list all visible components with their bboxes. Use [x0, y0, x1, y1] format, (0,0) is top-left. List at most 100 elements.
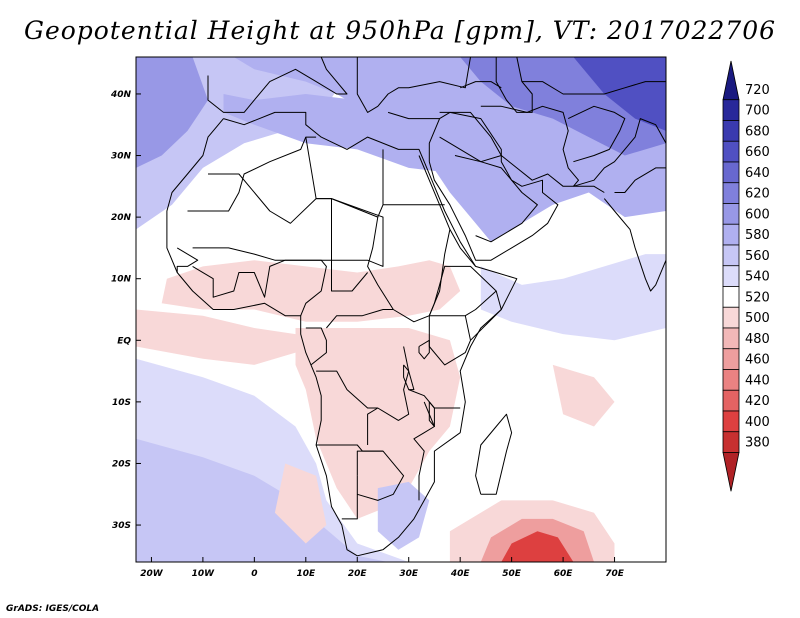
border-saudi [454, 155, 538, 243]
contour-gulf-guinea-trough [136, 309, 296, 365]
border-central-asia [521, 81, 666, 95]
border-pakistan [573, 118, 666, 187]
border-namibia-sa [341, 475, 358, 520]
border-west-africa-2 [176, 247, 199, 273]
contour-south-east-atlantic-trough [274, 463, 327, 544]
lake-tanganyika [403, 364, 415, 391]
contour-congo-trough [295, 328, 461, 519]
colorbar-swatch [722, 161, 740, 184]
colorbar-swatch [722, 203, 740, 225]
colorbar: 380 400 420 440 460 480 500 520 540 560 580 600 620 6… [722, 60, 770, 492]
lat-tick-label: 10S [112, 398, 131, 408]
turkey-south-coastline [387, 111, 440, 120]
colorbar-label: 400 [745, 415, 770, 430]
lon-tick-label: 20E [348, 569, 368, 579]
lon-tick-label: 0 [251, 569, 257, 579]
colorbar-label: 640 [745, 166, 770, 181]
colorbar-swatch [722, 348, 740, 370]
colorbar-label: 540 [745, 270, 770, 285]
border-sudan [367, 217, 451, 323]
lat-tick-label: 40N [110, 90, 132, 100]
lon-tick-label: 60E [554, 569, 574, 579]
colorbar-swatch [722, 140, 740, 163]
contour-north-atlantic-high [136, 57, 208, 168]
africa-coastline [166, 111, 518, 557]
colorbar-label: 680 [745, 124, 770, 139]
border-cameroon-gabon [305, 327, 327, 366]
colorbar-swatch [722, 182, 740, 204]
contour-south-africa-ridge [377, 481, 430, 550]
lat-tick-label: 10N [111, 275, 132, 285]
lon-tick-label: 50E [502, 569, 522, 579]
border-drc-east [367, 346, 410, 445]
lon-tick-label: 30E [399, 569, 419, 579]
colorbar-swatch [722, 452, 740, 492]
border-iran [480, 105, 579, 187]
colorbar-label: 520 [745, 290, 770, 305]
colorbar-swatch [722, 120, 740, 142]
contour-south-atlantic-high [136, 438, 389, 562]
border-ethiopia [428, 265, 497, 317]
colorbar-swatch [722, 369, 740, 391]
border-chad [331, 198, 368, 292]
contour-indian-ocean-low-core [501, 531, 574, 562]
colorbar-swatch [722, 286, 740, 308]
border-sahara-2 [187, 136, 317, 212]
arabia-coastline [428, 111, 559, 261]
colorbar-swatch [722, 244, 740, 267]
border-middle-east [439, 111, 502, 163]
madagascar-coastline [475, 413, 513, 495]
border-zambia-tanzania [408, 389, 461, 409]
border-india-east [614, 167, 666, 193]
colorbar-label: 460 [745, 353, 770, 368]
colorbar-label: 660 [745, 145, 770, 160]
colorbar-label: 580 [745, 228, 770, 243]
lon-tick-label: 40E [450, 569, 471, 579]
lat-tick-label: 30S [112, 521, 131, 531]
contour-himalaya-high [573, 57, 666, 131]
grads-credit: GrADS: IGES/COLA [6, 604, 100, 614]
border-central-africa [326, 309, 394, 329]
colorbar-label: 600 [745, 207, 770, 222]
colorbar-swatch [722, 431, 740, 453]
colorbar-label: 500 [745, 311, 770, 326]
lat-tick-label: EQ [117, 336, 131, 346]
colorbar-swatch [722, 265, 740, 287]
colorbar-label: 700 [745, 104, 770, 119]
lat-tick-label: 20N [111, 213, 132, 223]
border-west-africa-1 [192, 259, 327, 316]
lat-tick-label: 30N [111, 152, 132, 162]
colorbar-swatch [722, 389, 740, 412]
colorbar-swatch [722, 327, 740, 350]
colorbar-swatch [722, 306, 740, 329]
colorbar-label: 420 [745, 394, 770, 409]
contour-sahel-trough [161, 260, 461, 322]
red-sea-west-coastline [418, 155, 476, 267]
border-somalia [470, 290, 502, 341]
colorbar-label: 440 [745, 373, 770, 388]
colorbar-swatch [722, 410, 740, 433]
map-title: Geopotential Height at 950hPa [gpm], VT:… [23, 16, 777, 45]
border-afghan [567, 105, 626, 163]
colorbar-label: 480 [745, 332, 770, 347]
lon-tick-label: 10W [192, 569, 216, 579]
colorbar-label: 620 [745, 187, 770, 202]
lake-malawi [428, 401, 435, 427]
india-coastline [603, 57, 666, 292]
border-caucasus [460, 81, 502, 89]
border-botswana [356, 450, 405, 501]
persian-gulf-coastline [500, 155, 605, 193]
colorbar-label: 560 [745, 249, 770, 264]
coastlines-and-borders [166, 57, 666, 557]
contour-arabian-sea-band [480, 254, 666, 341]
europe-coastline [207, 57, 348, 113]
plot-frame [135, 56, 667, 563]
colorbar-label: 380 [745, 436, 770, 451]
colorbar-swatch [722, 99, 740, 121]
axis-ticks: 20W 10W 0 10E 20E 30E 40E 50E 60E 70E 40N 30N 20N 10N… [110, 90, 625, 579]
greece-turkey-coastline [356, 57, 471, 113]
contour-east-indian-ocean-patch [552, 364, 615, 427]
lat-tick-label: 20S [112, 459, 131, 469]
colorbar-swatch [722, 60, 740, 101]
